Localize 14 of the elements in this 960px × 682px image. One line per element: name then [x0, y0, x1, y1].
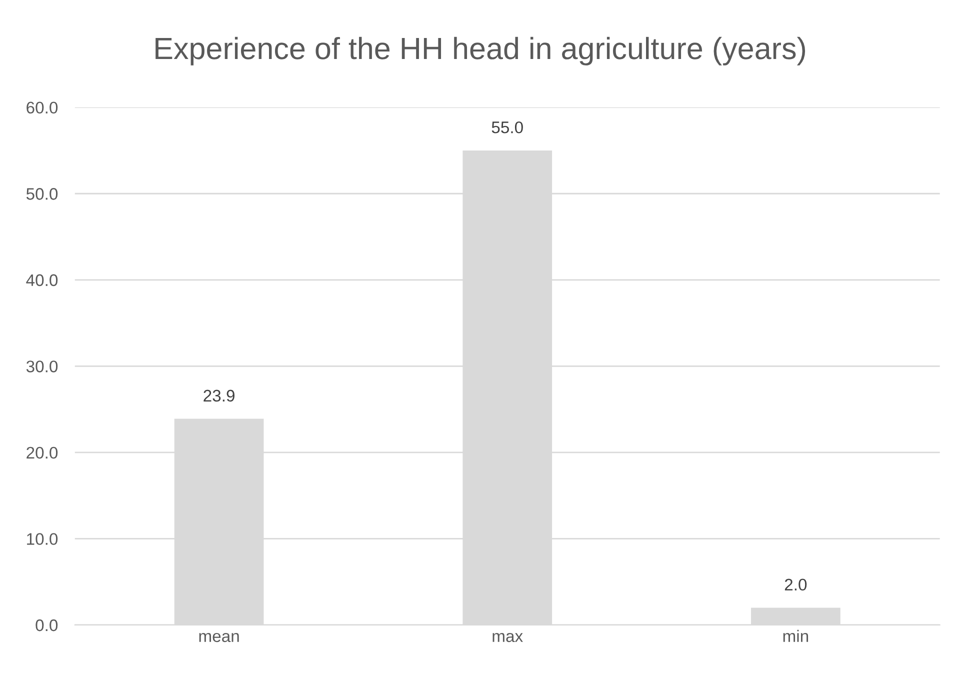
y-tick-label: 30.0 [26, 360, 58, 372]
chart-title: Experience of the HH head in agriculture (years) [156, 36, 806, 66]
y-tick-label: 0.0 [36, 619, 58, 632]
x-tick-label: mean [199, 632, 239, 642]
data-label: 23.9 [204, 390, 234, 402]
data-label: 2.0 [784, 578, 807, 591]
y-tick-label: 20.0 [26, 446, 58, 459]
x-tick-label: max [492, 632, 523, 642]
y-tick-label: 10.0 [27, 533, 58, 545]
y-tick-label: 60.0 [26, 102, 58, 114]
y-tick-label: 40.0 [26, 274, 58, 286]
x-tick-label: min [783, 630, 808, 642]
y-tick-label: 50.0 [26, 188, 58, 200]
data-label: 55.0 [492, 122, 523, 134]
